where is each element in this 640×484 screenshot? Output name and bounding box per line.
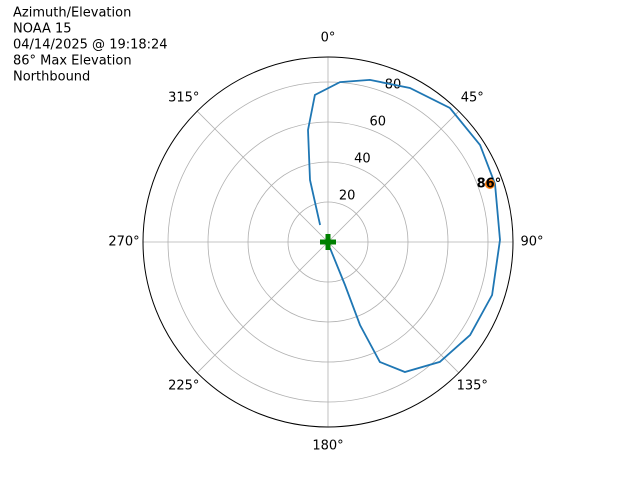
- r-grid-circle: [167, 81, 489, 403]
- theta-tick-label: 90°: [520, 235, 543, 250]
- theta-tick-label: 0°: [321, 31, 336, 46]
- theta-grid-line: [196, 241, 329, 374]
- r-tick-label: 60: [369, 114, 386, 129]
- r-grid-circle: [247, 161, 409, 323]
- polar-frame: [142, 56, 514, 428]
- annotation: 86°: [477, 177, 502, 192]
- theta-grid-line: [196, 110, 329, 243]
- title-line: 86° Max Elevation: [13, 54, 132, 69]
- title-line: 04/14/2025 @ 19:18:24: [13, 38, 168, 53]
- theta-tick-label: 180°: [312, 439, 343, 454]
- r-grid-circle: [287, 201, 369, 283]
- theta-tick-label: 135°: [457, 379, 488, 394]
- theta-grid-line: [327, 241, 460, 374]
- theta-tick-label: 45°: [461, 90, 484, 105]
- theta-tick-label: 225°: [168, 379, 199, 394]
- title-line: Northbound: [13, 70, 90, 85]
- r-tick-label: 20: [339, 188, 356, 203]
- track-line: [307, 78, 501, 373]
- point-marker: [484, 179, 495, 190]
- theta-grid-line: [327, 110, 460, 243]
- theta-tick-label: 270°: [108, 235, 139, 250]
- r-grid-circle: [207, 121, 449, 363]
- title-line: Azimuth/Elevation: [13, 6, 131, 21]
- title-line: NOAA 15: [13, 22, 72, 37]
- r-tick-label: 40: [354, 151, 371, 166]
- plus-marker: [320, 234, 336, 250]
- theta-tick-label: 315°: [168, 90, 199, 105]
